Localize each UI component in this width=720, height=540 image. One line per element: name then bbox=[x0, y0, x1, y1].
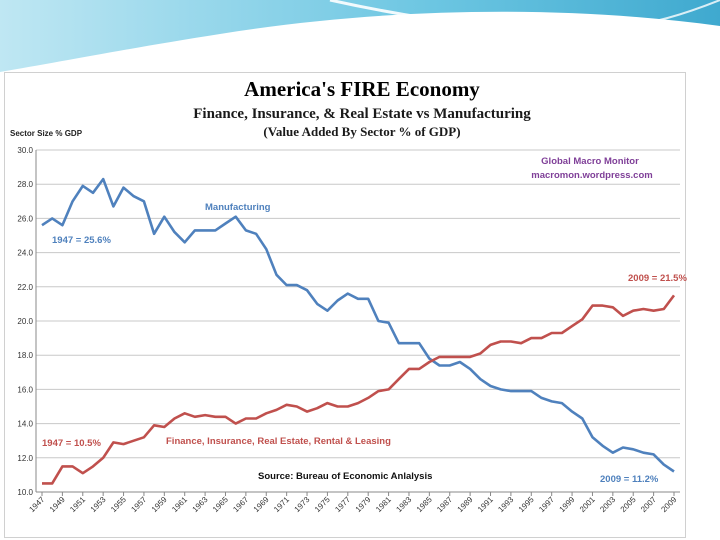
x-tick-label: 2001 bbox=[578, 495, 597, 514]
x-tick-label: 1949 bbox=[48, 495, 67, 514]
x-tick-label: 1983 bbox=[394, 495, 413, 514]
x-tick-label: 1993 bbox=[496, 495, 515, 514]
manufacturing-label: Manufacturing bbox=[205, 202, 271, 213]
x-tick-label: 1977 bbox=[333, 495, 352, 514]
y-tick-label: 30.0 bbox=[17, 146, 33, 155]
y-tick-label: 18.0 bbox=[17, 351, 33, 360]
x-tick-label: 1965 bbox=[211, 495, 230, 514]
x-tick-label: 1969 bbox=[252, 495, 271, 514]
x-tick-label: 1981 bbox=[374, 495, 393, 514]
header-swoosh-decoration bbox=[0, 0, 720, 72]
credit-line-2: macromon.wordpress.com bbox=[531, 170, 652, 181]
y-tick-label: 28.0 bbox=[17, 180, 33, 189]
manufacturing-1947-annotation: 1947 = 25.6% bbox=[52, 235, 111, 246]
x-tick-label: 2005 bbox=[619, 495, 638, 514]
y-tick-label: 16.0 bbox=[17, 385, 33, 394]
x-tick-label: 1989 bbox=[456, 495, 475, 514]
y-axis-ticks: 10.0 12.0 14.0 16.0 18.0 20.0 22.0 24.0 26.0 28.0… bbox=[17, 146, 33, 497]
x-tick-label: 1973 bbox=[292, 495, 311, 514]
x-tick-label: 1971 bbox=[272, 495, 291, 514]
x-tick-label: 1991 bbox=[476, 495, 495, 514]
x-tick-label: 1967 bbox=[231, 495, 250, 514]
x-tick-label: 1947 bbox=[27, 495, 46, 514]
x-tick-label: 1957 bbox=[129, 495, 148, 514]
x-tick-label: 1951 bbox=[68, 495, 87, 514]
y-tick-label: 20.0 bbox=[17, 317, 33, 326]
gridlines bbox=[36, 149, 680, 493]
y-tick-label: 24.0 bbox=[17, 249, 33, 258]
x-tick-label: 1995 bbox=[517, 495, 536, 514]
y-tick-label: 26.0 bbox=[17, 214, 33, 223]
chart-subtitle: Finance, Insurance, & Real Estate vs Man… bbox=[193, 106, 531, 122]
series-line-fire bbox=[42, 294, 676, 485]
y-tick-label: 14.0 bbox=[17, 420, 33, 429]
x-tick-label: 1997 bbox=[537, 495, 556, 514]
y-tick-label: 22.0 bbox=[17, 283, 33, 292]
fire-1947-annotation: 1947 = 10.5% bbox=[42, 438, 101, 449]
source-annotation: Source: Bureau of Economic Anlalysis bbox=[258, 471, 432, 482]
y-tick-label: 10.0 bbox=[17, 488, 33, 497]
x-tick-label: 1987 bbox=[435, 495, 454, 514]
chart-title: America's FIRE Economy bbox=[244, 77, 480, 101]
x-tick-label: 1999 bbox=[558, 495, 577, 514]
x-tick-label: 1961 bbox=[170, 495, 189, 514]
chart-subtitle-2: (Value Added By Sector % of GDP) bbox=[263, 124, 460, 139]
x-tick-label: 1963 bbox=[191, 495, 210, 514]
x-tick-label: 1955 bbox=[109, 495, 128, 514]
x-tick-label: 2009 bbox=[659, 495, 678, 514]
fire-series-label: Finance, Insurance, Real Estate, Rental … bbox=[166, 436, 391, 447]
x-tick-label: 2007 bbox=[639, 495, 658, 514]
x-tick-label: 1985 bbox=[415, 495, 434, 514]
x-tick-label: 1975 bbox=[313, 495, 332, 514]
y-tick-label: 12.0 bbox=[17, 454, 33, 463]
x-tick-label: 2003 bbox=[598, 495, 617, 514]
series-line-manufacturing bbox=[41, 177, 675, 473]
manufacturing-2009-annotation: 2009 = 11.2% bbox=[600, 474, 659, 485]
x-tick-label: 1979 bbox=[354, 495, 373, 514]
y-axis-label: Sector Size % GDP bbox=[10, 129, 83, 138]
credit-line-1: Global Macro Monitor bbox=[541, 156, 639, 167]
x-tick-label: 1953 bbox=[89, 495, 108, 514]
fire-2009-annotation: 2009 = 21.5% bbox=[628, 273, 687, 284]
x-tick-label: 1959 bbox=[150, 495, 169, 514]
x-axis-ticks: 1947 1949 1951 1953 1955 1957 1959 1961 1963 1965… bbox=[27, 492, 679, 514]
